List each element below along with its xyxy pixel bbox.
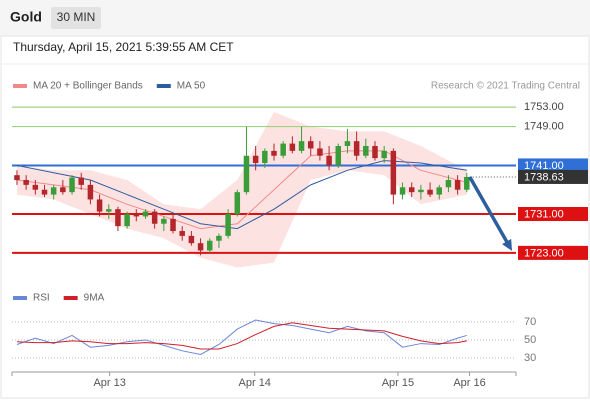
level-label: 1749.00 [524, 120, 564, 132]
candle-body [188, 235, 195, 244]
candle-body [399, 187, 406, 195]
level-label-box [518, 245, 588, 260]
legend-label: MA 20 + Bollinger Bands [33, 81, 143, 92]
candle-body [87, 184, 94, 200]
legend-swatch [13, 84, 27, 88]
candle-body [41, 189, 48, 195]
indicator-line [16, 319, 467, 355]
timeframe-pill[interactable] [51, 7, 101, 29]
legend-swatch [63, 296, 78, 300]
candle-body [363, 146, 369, 156]
candle-body [170, 218, 176, 232]
candle-body [243, 155, 250, 193]
candle-body [454, 180, 461, 190]
y-tick-label: 70 [524, 316, 536, 328]
level-label: 1741.00 [524, 160, 564, 172]
indicator-line [16, 322, 467, 350]
candle-body [445, 180, 452, 188]
candle-body [344, 141, 351, 147]
candle-body [124, 214, 130, 227]
last-price-label: 1738.63 [524, 171, 564, 183]
candle-body [280, 143, 286, 156]
candle-body [252, 155, 259, 164]
candle-body [197, 243, 204, 251]
level-label: 1723.00 [524, 247, 564, 259]
candle-body [216, 235, 222, 241]
candle-body [78, 177, 84, 185]
candle-body [225, 214, 231, 236]
candle-body [353, 141, 360, 156]
candle-body [179, 231, 185, 236]
legend-swatch [13, 296, 27, 300]
candle-body [133, 214, 140, 217]
source: Research © 2021 Trading Central [431, 81, 580, 92]
candle-body [436, 187, 443, 195]
candle-body [69, 177, 75, 193]
candle-body [408, 187, 415, 193]
candle-body [298, 141, 305, 151]
legend-label: MA 50 [177, 81, 206, 92]
bollinger-band [16, 112, 467, 268]
level-label-box [518, 158, 588, 173]
candle-body [390, 150, 397, 195]
candle-body [234, 192, 241, 215]
level-label-box [518, 207, 588, 222]
level-label: 1753.00 [524, 101, 564, 113]
candle-body [96, 199, 103, 212]
candle-body [60, 187, 66, 193]
candle-body [307, 141, 314, 149]
candle-body [464, 176, 470, 190]
instrument-title: Gold [10, 9, 42, 25]
candle-body [418, 189, 424, 193]
candle-body [326, 155, 332, 166]
candle-body [427, 189, 433, 195]
candle-body [381, 150, 387, 159]
candle-body [372, 146, 378, 159]
candle-body [289, 143, 296, 151]
candle-body [106, 209, 112, 212]
candle-body [50, 187, 57, 195]
y-tick-label: 50 [524, 334, 536, 346]
candle-body [317, 148, 323, 156]
candle-body [271, 150, 277, 156]
candle-body [262, 150, 268, 164]
level-label: 1731.00 [524, 208, 564, 220]
x-tick-label: Apr 15 [382, 377, 414, 389]
candle-body [32, 184, 39, 190]
forecast-arrow [468, 176, 510, 245]
candle-body [335, 146, 342, 166]
candle-body [23, 180, 29, 185]
legend-label: RSI [33, 293, 50, 304]
candle-body [206, 240, 213, 251]
forecast-arrow-head [502, 238, 512, 251]
x-tick-label: Apr 13 [93, 377, 125, 389]
last-price-box [518, 169, 588, 184]
x-tick-label: Apr 14 [239, 377, 271, 389]
x-tick-label: Apr 16 [453, 377, 485, 389]
candle-body [14, 175, 20, 181]
legend-label: 9MA [84, 293, 105, 304]
timestamp: Thursday, April 15, 2021 5:39:55 AM CET [13, 40, 234, 54]
chart-border [0, 35, 590, 399]
candle-body [115, 209, 121, 227]
timeframe[interactable]: 30 MIN [57, 10, 96, 24]
candle-body [142, 211, 149, 217]
candle-body [161, 218, 167, 224]
legend-swatch [156, 84, 171, 88]
candle-body [151, 211, 158, 224]
y-tick-label: 30 [524, 352, 536, 364]
